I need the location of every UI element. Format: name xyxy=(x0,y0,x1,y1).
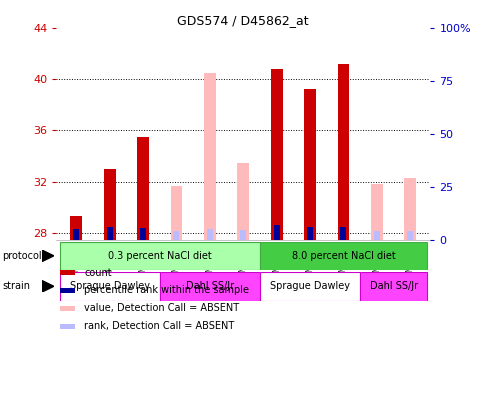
Bar xyxy=(137,137,149,240)
Text: 0.3 percent NaCl diet: 0.3 percent NaCl diet xyxy=(108,251,211,261)
Bar xyxy=(106,227,112,240)
Bar xyxy=(140,228,146,240)
Text: percentile rank within the sample: percentile rank within the sample xyxy=(84,286,249,295)
Text: rank, Detection Call = ABSENT: rank, Detection Call = ABSENT xyxy=(84,321,234,331)
Bar xyxy=(170,186,182,240)
Bar xyxy=(304,89,315,240)
Bar xyxy=(60,288,75,293)
Bar xyxy=(370,185,382,240)
Bar xyxy=(237,162,248,240)
Bar xyxy=(260,272,360,301)
Text: count: count xyxy=(84,268,112,278)
Text: strain: strain xyxy=(2,281,30,291)
Bar xyxy=(73,229,79,240)
Polygon shape xyxy=(41,250,54,262)
Bar xyxy=(203,72,215,240)
Bar xyxy=(340,227,346,240)
Text: protocol: protocol xyxy=(2,251,42,261)
Bar xyxy=(306,227,312,240)
Bar xyxy=(270,69,282,240)
Text: value, Detection Call = ABSENT: value, Detection Call = ABSENT xyxy=(84,303,239,313)
Bar xyxy=(60,324,75,329)
Bar xyxy=(60,270,75,275)
Polygon shape xyxy=(41,280,54,292)
Bar xyxy=(407,231,412,240)
Bar xyxy=(60,306,75,311)
Bar xyxy=(273,225,279,240)
Bar xyxy=(337,64,348,240)
Bar xyxy=(373,231,379,240)
Bar xyxy=(260,242,426,270)
Text: Dahl SS/Jr: Dahl SS/Jr xyxy=(185,281,233,291)
Bar xyxy=(70,217,82,240)
Bar xyxy=(404,178,415,240)
Bar xyxy=(173,231,179,240)
Bar xyxy=(206,229,212,240)
Bar xyxy=(60,272,160,301)
Text: Sprague Dawley: Sprague Dawley xyxy=(69,281,149,291)
Text: 8.0 percent NaCl diet: 8.0 percent NaCl diet xyxy=(291,251,394,261)
Bar xyxy=(160,272,260,301)
Bar xyxy=(60,242,260,270)
Text: Sprague Dawley: Sprague Dawley xyxy=(269,281,349,291)
Bar xyxy=(360,272,426,301)
Title: GDS574 / D45862_at: GDS574 / D45862_at xyxy=(177,13,308,27)
Bar xyxy=(240,230,246,240)
Bar xyxy=(103,169,115,240)
Text: Dahl SS/Jr: Dahl SS/Jr xyxy=(369,281,417,291)
